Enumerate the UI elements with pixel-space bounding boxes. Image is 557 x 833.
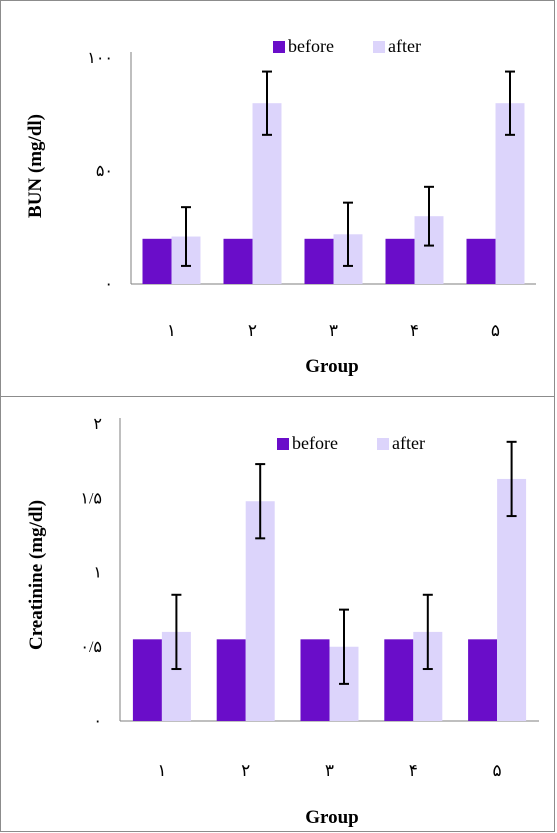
bar-before: [384, 639, 414, 721]
x-tick-label: ٣: [329, 321, 338, 340]
bar-before: [304, 238, 334, 284]
x-tick-label: ٣: [325, 761, 334, 780]
legend-swatch-after: [373, 41, 385, 53]
x-tick-label: ٢: [248, 321, 257, 340]
y-tick-label: ۵٠: [96, 163, 113, 180]
y-tick-label: ٠: [104, 276, 113, 293]
creatinine-chart: ٠ ٠/۵ ١ ١/۵ ٢ ١ ٢ ٣ ۴ ۵ Group Creatinine (mg/dl) bef…: [26, 416, 539, 828]
y-tick-label: ٢: [93, 416, 102, 433]
y-tick-label: ١٠٠: [87, 50, 113, 67]
legend-label-before: before: [292, 433, 338, 453]
x-tick-label: ١: [157, 761, 166, 780]
x-axis-title: Group: [305, 807, 359, 828]
y-tick-label: ٠: [93, 713, 102, 730]
x-tick-label: ۵: [491, 321, 500, 340]
x-axis-title: Group: [305, 356, 359, 377]
bar-before: [132, 639, 162, 721]
y-tick-label: ١: [93, 565, 102, 582]
bar-before: [385, 238, 415, 284]
bar-after: [497, 478, 527, 721]
legend-swatch-before: [273, 41, 285, 53]
x-tick-label: ۴: [409, 761, 418, 780]
creatinine-chart-panel: ٠ ٠/۵ ١ ١/۵ ٢ ١ ٢ ٣ ۴ ۵ Group Creatinine (mg/dl) bef…: [0, 396, 555, 832]
bun-chart-panel: ٠ ۵٠ ١٠٠ ١ ٢ ٣ ۴ ۵ Group BUN (mg/dl) before after: [0, 0, 555, 397]
bun-chart: ٠ ۵٠ ١٠٠ ١ ٢ ٣ ۴ ۵ Group BUN (mg/dl) before after: [25, 36, 536, 377]
x-tick-label: ١: [167, 321, 176, 340]
legend-swatch-after: [377, 438, 389, 450]
x-tick-label: ٢: [241, 761, 250, 780]
bar-before: [300, 639, 330, 721]
y-tick-label: ١/۵: [80, 490, 102, 507]
legend-label-after: after: [392, 433, 425, 453]
bar-before: [468, 639, 498, 721]
y-axis-title: Creatinine (mg/dl): [26, 500, 47, 650]
legend-label-before: before: [288, 36, 334, 56]
x-tick-label: ۵: [493, 761, 502, 780]
bar-before: [142, 238, 172, 284]
legend-swatch-before: [277, 438, 289, 450]
x-tick-label: ۴: [410, 321, 419, 340]
y-tick-label: ٠/۵: [80, 639, 102, 656]
bar-before: [223, 238, 253, 284]
y-axis-title: BUN (mg/dl): [25, 114, 46, 218]
legend-label-after: after: [388, 36, 421, 56]
bar-before: [216, 639, 246, 721]
bar-before: [466, 238, 496, 284]
